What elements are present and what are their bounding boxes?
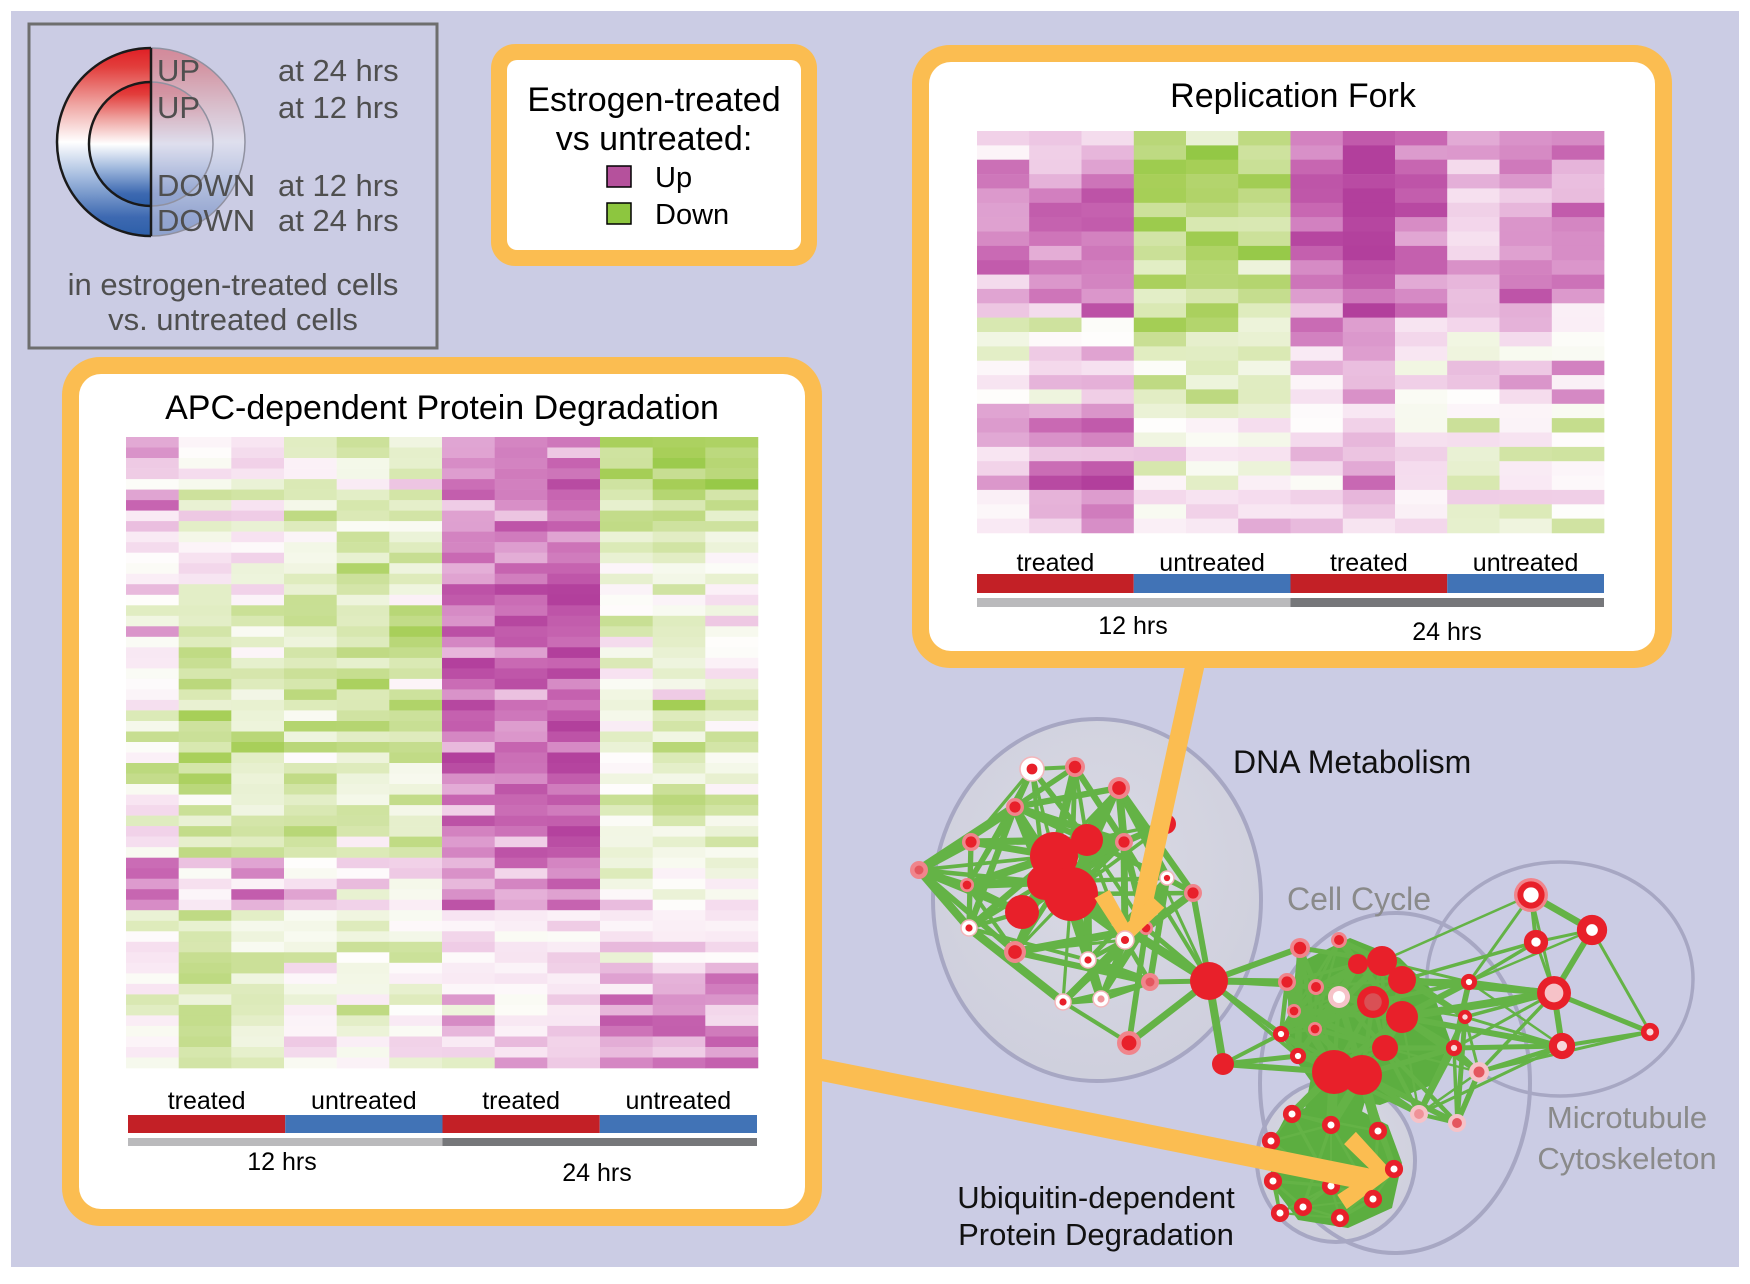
svg-text:vs untreated:: vs untreated: [556, 120, 753, 158]
svg-text:Estrogen-treated: Estrogen-treated [527, 81, 780, 119]
svg-text:Replication Fork: Replication Fork [1170, 77, 1417, 115]
svg-text:DOWN: DOWN [157, 168, 255, 203]
svg-text:vs. untreated cells: vs. untreated cells [108, 302, 358, 337]
svg-text:Cell Cycle: Cell Cycle [1287, 881, 1431, 917]
svg-text:DNA Metabolism: DNA Metabolism [1233, 744, 1471, 780]
svg-text:untreated: untreated [311, 1087, 417, 1115]
svg-text:Microtubule: Microtubule [1547, 1100, 1707, 1135]
svg-text:treated: treated [1016, 549, 1094, 577]
svg-text:treated: treated [482, 1087, 560, 1115]
svg-text:untreated: untreated [626, 1087, 732, 1115]
svg-text:Protein Degradation: Protein Degradation [958, 1217, 1234, 1252]
svg-text:treated: treated [1330, 549, 1408, 577]
svg-text:UP: UP [157, 53, 200, 88]
svg-text:in estrogen-treated cells: in estrogen-treated cells [68, 267, 399, 302]
svg-text:24 hrs: 24 hrs [1412, 618, 1481, 646]
svg-text:Up: Up [655, 162, 692, 194]
svg-text:UP: UP [157, 90, 200, 125]
svg-text:untreated: untreated [1159, 549, 1265, 577]
svg-text:Ubiquitin-dependent: Ubiquitin-dependent [957, 1180, 1235, 1215]
svg-text:Down: Down [655, 199, 729, 231]
svg-text:APC-dependent Protein Degradat: APC-dependent Protein Degradation [165, 389, 719, 427]
svg-text:at 24 hrs: at 24 hrs [278, 53, 399, 88]
svg-text:Cytoskeleton: Cytoskeleton [1537, 1141, 1716, 1176]
svg-text:treated: treated [168, 1087, 246, 1115]
svg-text:at 24 hrs: at 24 hrs [278, 203, 399, 238]
svg-text:at 12 hrs: at 12 hrs [278, 90, 399, 125]
svg-text:at 12 hrs: at 12 hrs [278, 168, 399, 203]
svg-text:12 hrs: 12 hrs [1098, 612, 1167, 640]
svg-text:12 hrs: 12 hrs [247, 1148, 316, 1176]
svg-text:untreated: untreated [1473, 549, 1579, 577]
svg-text:24 hrs: 24 hrs [562, 1159, 631, 1187]
svg-text:DOWN: DOWN [157, 203, 255, 238]
